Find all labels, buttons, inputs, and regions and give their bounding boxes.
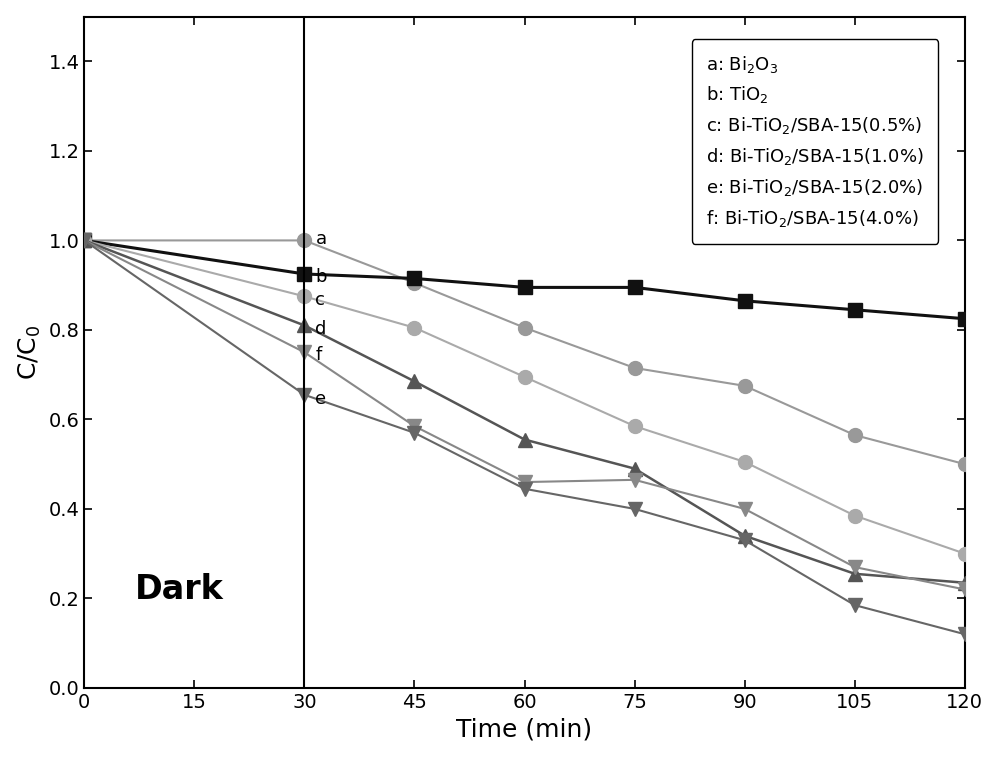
Text: d: d bbox=[315, 321, 327, 339]
Text: Dark: Dark bbox=[135, 573, 224, 606]
Y-axis label: C/C$_0$: C/C$_0$ bbox=[17, 324, 43, 380]
Text: a: a bbox=[315, 230, 327, 248]
Text: b: b bbox=[315, 268, 327, 286]
Text: e: e bbox=[315, 390, 327, 409]
Text: c: c bbox=[315, 291, 325, 309]
X-axis label: Time (min): Time (min) bbox=[456, 717, 593, 741]
Legend: a: Bi$_2$O$_3$, b: TiO$_2$, c: Bi-TiO$_2$/SBA-15(0.5%), d: Bi-TiO$_2$/SBA-15(1.0: a: Bi$_2$O$_3$, b: TiO$_2$, c: Bi-TiO$_2… bbox=[692, 39, 938, 243]
Text: f: f bbox=[315, 346, 322, 365]
